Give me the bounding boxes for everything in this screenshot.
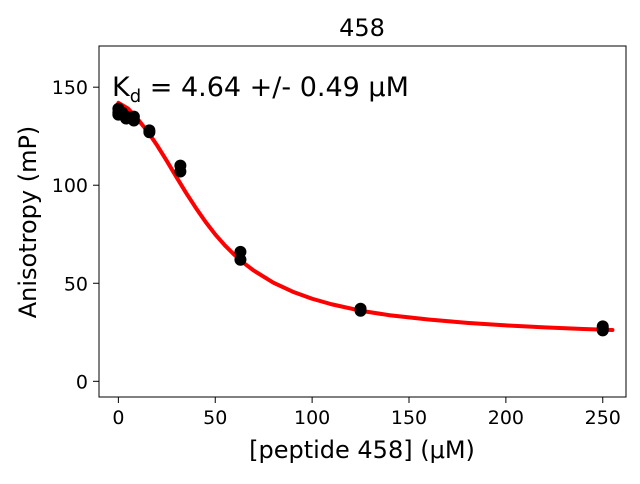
x-axis-label: [peptide 458] (μM) [249,436,475,464]
data-point [596,324,609,337]
y-tick-label: 100 [52,175,88,197]
chart-title: 458 [339,14,385,42]
data-point [174,165,187,178]
data-point [127,114,140,127]
x-tick-label: 150 [391,407,427,429]
data-point [354,304,367,317]
y-tick-label: 150 [52,77,88,99]
axes-frame [98,45,627,398]
kd-annotation: Kd = 4.64 +/- 0.49 μM [112,72,409,107]
y-axis-label: Anisotropy (mP) [14,126,42,319]
kd-prefix: K [112,72,131,103]
data-point [143,126,156,139]
y-tick-label: 0 [76,371,88,393]
fit-curve [116,100,615,332]
plot-area [112,100,615,337]
kd-subscript: d [130,86,141,107]
x-tick-label: 200 [488,407,524,429]
y-tick-label: 50 [64,273,88,295]
kd-value-text: = 4.64 +/- 0.49 μM [141,72,409,103]
x-tick-label: 0 [112,407,124,429]
x-tick-label: 50 [203,407,227,429]
x-tick-label: 250 [585,407,621,429]
data-point [234,253,247,266]
x-tick-label: 100 [294,407,330,429]
